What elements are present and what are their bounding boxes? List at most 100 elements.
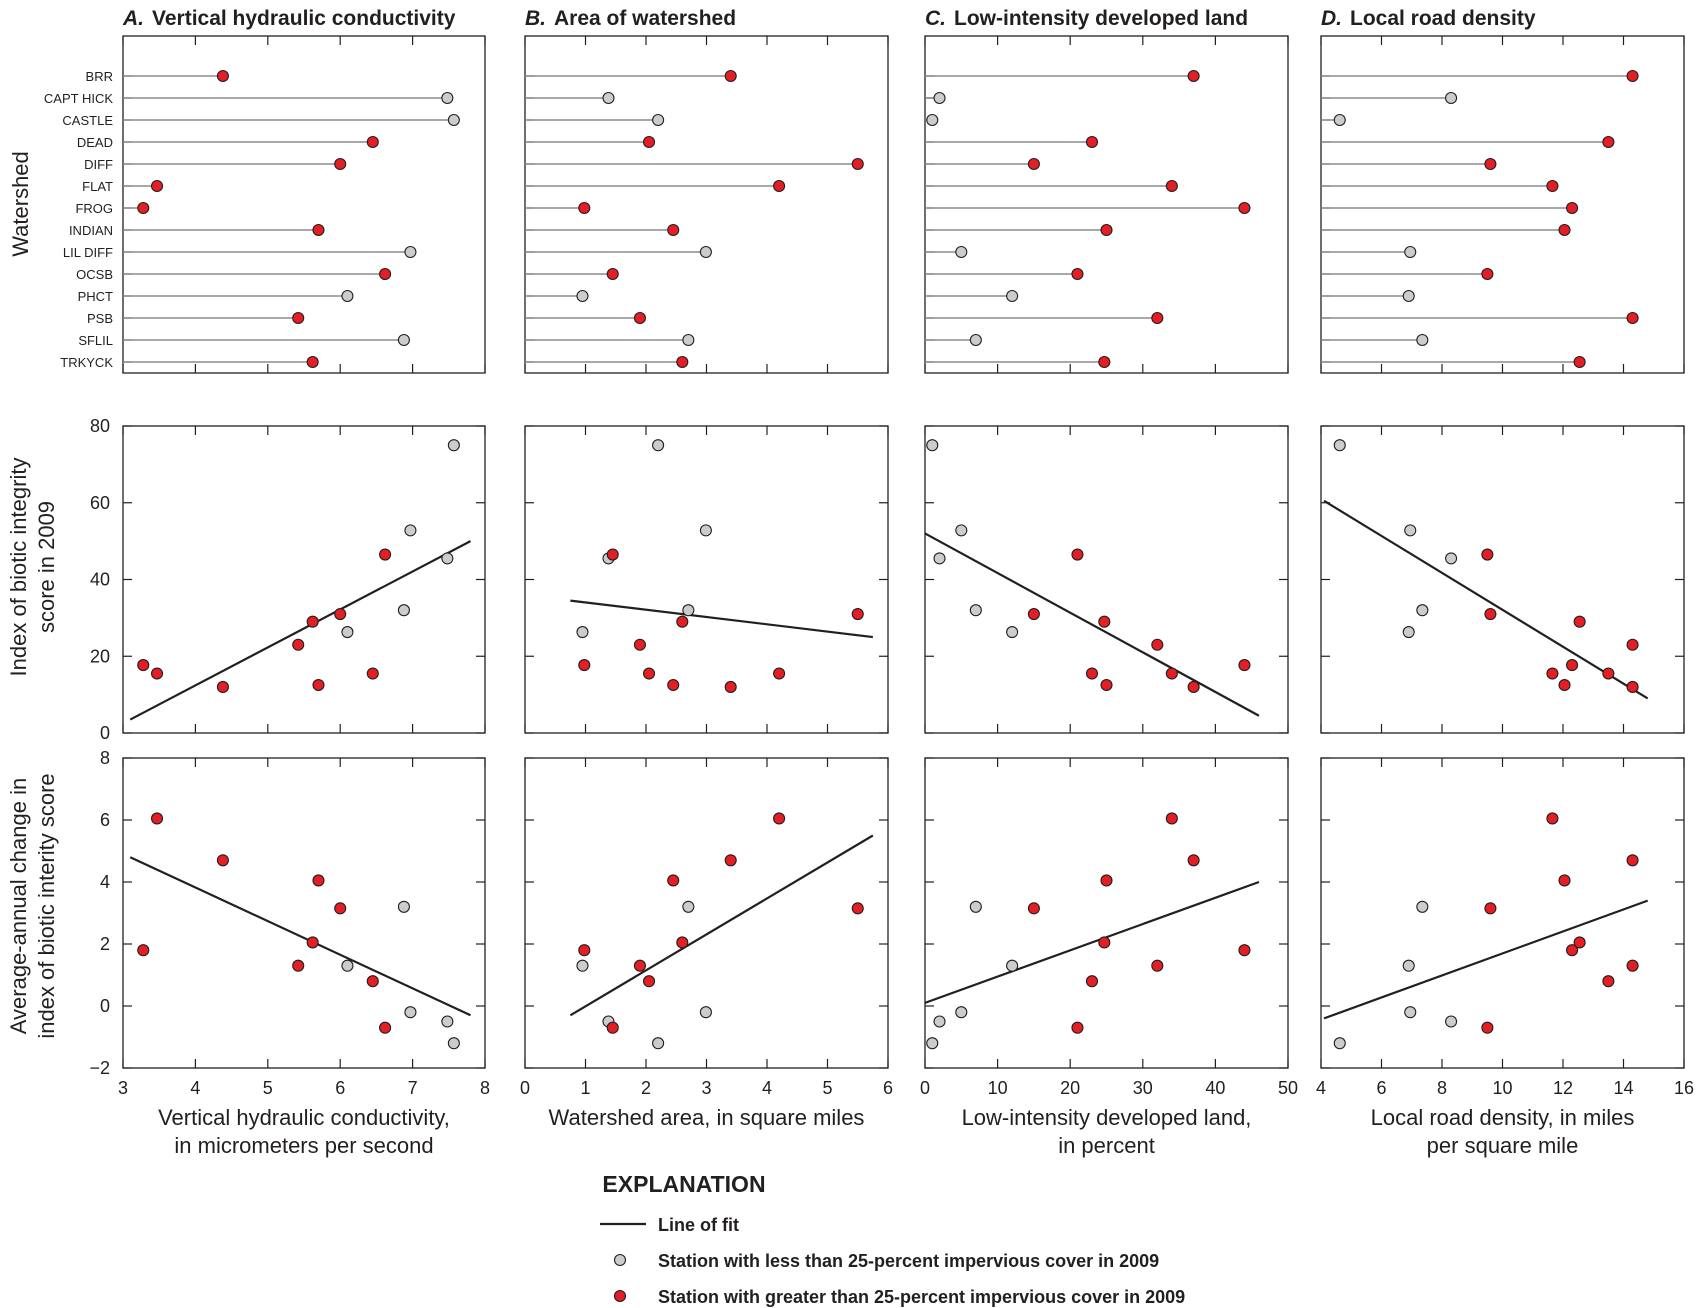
- x-tick-label: 3: [701, 1078, 711, 1098]
- scatter-point-chg: [1027, 902, 1040, 915]
- x-axis-label: Vertical hydraulic conductivity, in micro…: [158, 1105, 450, 1158]
- scatter-point-chg: [1238, 944, 1251, 957]
- label-line: Watershed area, in square miles: [549, 1105, 865, 1130]
- lollipop-point: [137, 201, 150, 215]
- legend-line-label: Line of fit: [658, 1215, 739, 1235]
- scatter-point-ibi: [1238, 659, 1251, 672]
- scatter-point-ibi: [1333, 439, 1346, 452]
- scatter-point-chg: [969, 900, 982, 913]
- row-labels: Watershed Index of biotic integrity score…: [6, 151, 59, 1038]
- lollipop-point: [447, 113, 460, 127]
- scatter-point-ibi: [334, 607, 347, 621]
- plot-frame-top: [122, 35, 486, 374]
- panel-c: C. Low-intensity developed land 0 10 20 30 40 5…: [920, 7, 1298, 1158]
- lollipop-point: [334, 157, 347, 171]
- x-tick-label: 6: [335, 1078, 345, 1098]
- scatter-point-ibi: [682, 604, 695, 617]
- scatter-point-ibi: [1404, 524, 1417, 537]
- lollipop-point: [969, 333, 982, 347]
- lollipop-point: [1416, 333, 1429, 347]
- y-tick-label: 6: [100, 810, 110, 830]
- lollipop-point: [682, 333, 695, 347]
- scatter-point-chg: [933, 1015, 946, 1028]
- lollipop-point: [602, 91, 615, 105]
- x-axis-label: Watershed area, in square miles: [549, 1105, 865, 1130]
- scatter-point-ibi: [341, 626, 354, 639]
- panel-b: B. Area of watershed 0 1 2 3 4 5 6 Watershed area…: [520, 7, 893, 1130]
- fit-line-ibi: [570, 599, 874, 639]
- watershed-label: PHCT: [78, 289, 113, 304]
- y-tick-label: −2: [89, 1058, 110, 1078]
- scatter-point-chg: [1085, 975, 1099, 988]
- scatter-point-ibi: [312, 678, 325, 692]
- scatter-point-chg: [773, 812, 786, 825]
- scatter-point-chg: [667, 874, 680, 887]
- panel-title-text: Low-intensity developed land: [954, 7, 1248, 30]
- watershed-label: CAPT HICK: [44, 91, 113, 106]
- y-tick-label: 2: [100, 934, 110, 954]
- lollipop-point: [676, 355, 689, 369]
- scatter-point-ibi: [404, 524, 417, 537]
- lollipop-point: [306, 355, 319, 369]
- x-axis-label: Local road density, in miles per square m…: [1371, 1105, 1635, 1158]
- scatter-point-chg: [676, 936, 689, 949]
- lollipop-point: [1165, 179, 1178, 193]
- scatter-point-ibi: [851, 607, 864, 621]
- lollipop-point: [933, 91, 946, 105]
- label-line: score in 2009: [34, 501, 59, 633]
- scatter-point-ibi: [1165, 667, 1178, 680]
- lollipop-point: [1238, 201, 1251, 215]
- lollipop-point: [1481, 267, 1494, 281]
- scatter-point-chg: [1187, 854, 1200, 867]
- watershed-label: BRR: [86, 69, 113, 84]
- x-tick-label: 2: [641, 1078, 651, 1098]
- scatter-point-chg: [1445, 1015, 1458, 1028]
- lollipop-point: [1445, 91, 1458, 105]
- scatter-point-ibi: [578, 659, 591, 672]
- y-tick-label: 0: [100, 723, 110, 743]
- x-tick-label: 0: [520, 1078, 530, 1098]
- lollipop-point: [955, 245, 968, 259]
- label-line: Index of biotic integrity: [6, 458, 31, 677]
- label-line: Low-intensity developed land,: [962, 1105, 1252, 1130]
- panel-title: B. Area of watershed: [525, 7, 736, 30]
- scatter-point-chg: [926, 1037, 939, 1050]
- fit-line-chg: [1323, 899, 1649, 1020]
- scatter-point-ibi: [137, 659, 150, 672]
- scatter-point-chg: [379, 1021, 392, 1034]
- scatter-point-chg: [652, 1037, 665, 1050]
- scatter-point-ibi: [1098, 615, 1111, 628]
- scatter-point-ibi: [292, 638, 305, 651]
- lollipop-point: [642, 135, 656, 149]
- lollipop-point: [1626, 311, 1639, 325]
- x-tick-label: 6: [1376, 1078, 1386, 1098]
- plot-frame-chg: [1320, 757, 1685, 1069]
- scatter-point-chg: [851, 902, 864, 915]
- panel-letter: B.: [525, 7, 546, 30]
- scatter-point-ibi: [1006, 626, 1019, 639]
- lollipop-point: [1151, 311, 1164, 325]
- fit-line-ibi: [924, 532, 1260, 717]
- fit-line-ibi: [129, 540, 472, 721]
- scatter-point-chg: [606, 1021, 619, 1034]
- scatter-point-chg: [1558, 874, 1571, 887]
- scatter-point-chg: [1098, 936, 1111, 949]
- x-tick-label: 4: [190, 1078, 200, 1098]
- label-line: Average-annual change in: [6, 778, 31, 1034]
- plot-frame-chg: [524, 757, 889, 1069]
- scatter-point-ibi: [773, 667, 786, 680]
- watershed-axis-label: Watershed: [8, 151, 33, 257]
- plot-frame-chg: [122, 757, 486, 1069]
- panel-d: D. Local road density 4 6 8 10 12 14 16 Local roa…: [1316, 7, 1694, 1158]
- scatter-point-chg: [1165, 812, 1178, 825]
- scatter-point-chg: [404, 1006, 417, 1019]
- scatter-point-chg: [137, 944, 150, 957]
- scatter-point-chg: [642, 975, 656, 988]
- x-tick-label: 1: [580, 1078, 590, 1098]
- x-axis-label: Low-intensity developed land, in percent: [962, 1105, 1252, 1158]
- scatter-point-ibi: [724, 680, 737, 694]
- legend-gray-swatch: [613, 1253, 627, 1267]
- scatter-point-chg: [150, 812, 164, 825]
- y-tick-label: 0: [100, 996, 110, 1016]
- lollipop-point: [216, 69, 229, 83]
